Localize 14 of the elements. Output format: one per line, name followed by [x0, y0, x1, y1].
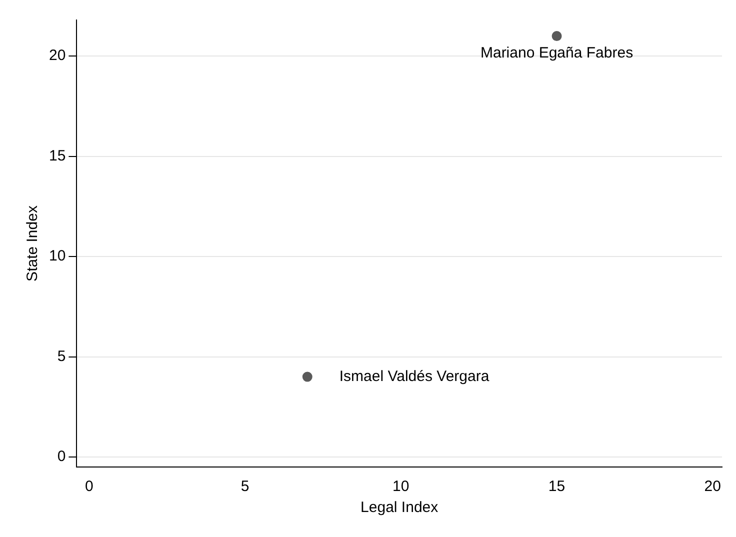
y-tick-label: 0: [57, 448, 66, 466]
x-axis-title: Legal Index: [360, 499, 439, 516]
x-tick-label: 15: [548, 478, 566, 496]
annotation: Mariano Egaña Fabres: [480, 44, 634, 62]
x-tick-label: 20: [704, 478, 721, 496]
y-tick-label: 15: [48, 147, 66, 164]
y-axis-title: State Index: [24, 205, 42, 282]
x-tick-label: 5: [240, 478, 250, 496]
y-tick-label: 5: [57, 348, 66, 365]
y-tick-label: 10: [48, 248, 66, 265]
annotation: Ismael Valdés Vergara: [339, 368, 490, 385]
y-tick-label: 20: [48, 47, 66, 64]
x-tick-label: 0: [84, 478, 94, 496]
x-tick-label: 10: [392, 478, 410, 496]
